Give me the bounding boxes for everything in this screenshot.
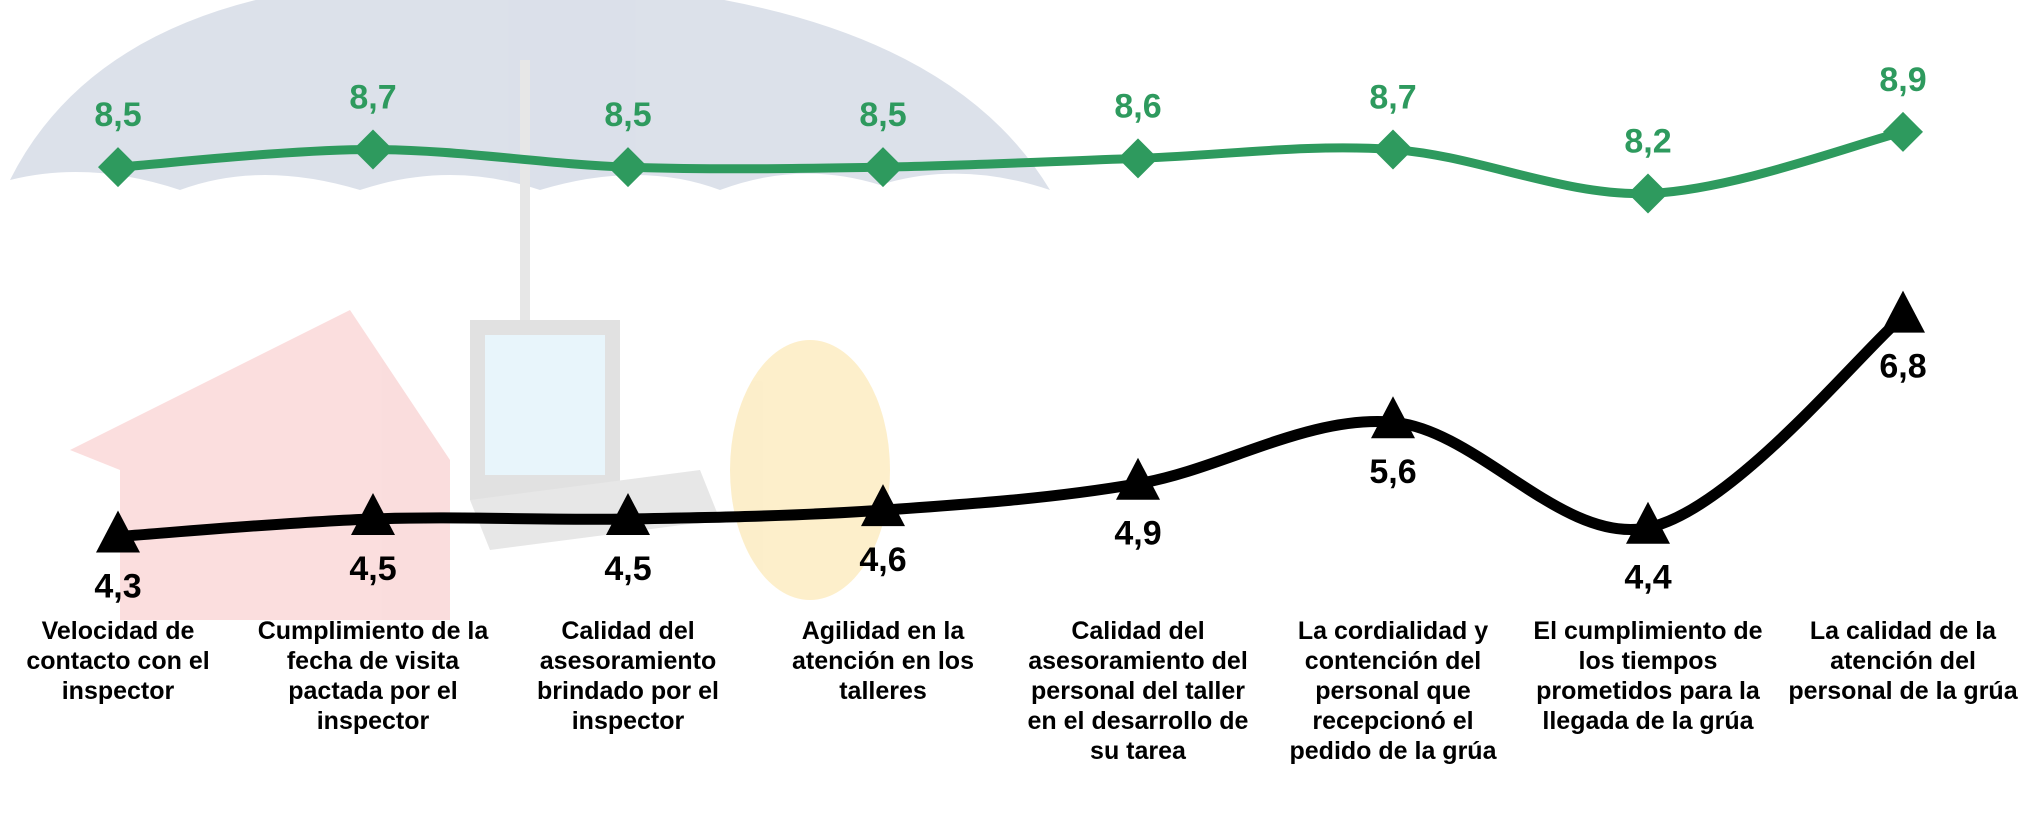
- value-label: 8,5: [859, 96, 906, 134]
- category-label: Calidad del asesoramiento brindado por e…: [503, 616, 753, 736]
- category-label: El cumplimiento de los tiempos prometido…: [1523, 616, 1773, 736]
- value-label: 4,5: [349, 550, 396, 588]
- value-label: 8,5: [604, 96, 651, 134]
- value-label: 8,9: [1879, 61, 1926, 99]
- value-label: 8,7: [349, 79, 396, 117]
- marker: [1883, 112, 1923, 152]
- value-label: 8,7: [1369, 79, 1416, 117]
- background-illustration: [10, 0, 1050, 620]
- page: 8,5 8,7 8,5 8,5 8,6 8,7 8,2 8,9 4,3 4,5 4,5 4,6 4,9 5…: [0, 0, 2039, 818]
- marker: [1881, 291, 1925, 333]
- category-label: Velocidad de contacto con el inspector: [0, 616, 243, 706]
- value-label: 4,3: [94, 568, 141, 606]
- value-label: 4,9: [1114, 515, 1161, 553]
- marker: [1628, 174, 1668, 214]
- value-label: 4,6: [859, 541, 906, 579]
- category-label: La calidad de la atención del personal d…: [1778, 616, 2028, 706]
- marker: [1118, 138, 1158, 178]
- category-label: Cumplimiento de la fecha de visita pacta…: [248, 616, 498, 736]
- category-label: La cordialidad y contención del personal…: [1268, 616, 1518, 766]
- value-label: 8,2: [1624, 122, 1671, 160]
- value-label: 4,5: [604, 550, 651, 588]
- value-label: 4,4: [1624, 559, 1671, 597]
- value-label: 8,5: [94, 96, 141, 134]
- value-label: 5,6: [1369, 453, 1416, 491]
- category-label: Calidad del asesoramiento del personal d…: [1013, 616, 1263, 766]
- category-label: Agilidad en la atención en los talleres: [758, 616, 1008, 706]
- value-label: 8,6: [1114, 87, 1161, 125]
- marker: [1373, 130, 1413, 170]
- value-label: 6,8: [1879, 348, 1926, 386]
